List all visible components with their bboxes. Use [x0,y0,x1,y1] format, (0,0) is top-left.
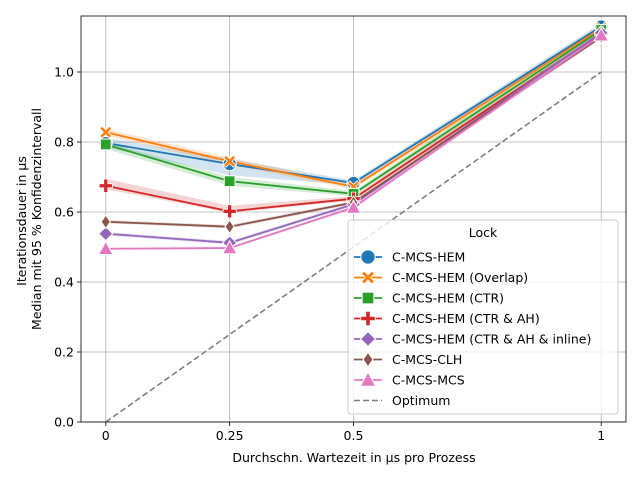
legend-marker [359,371,377,387]
legend-label: C-MCS-MCS [392,373,465,388]
legend-item-c-mcs-mcs: C-MCS-MCS [354,371,465,388]
series-markers [97,19,610,256]
y-tick-label: 0.6 [54,205,74,220]
y-axis-label-line-1: Iterationsdauer in µs [14,156,29,286]
data-point-c-mcs-hem-ctr-ah [222,204,237,219]
legend-item-c-mcs-clh: C-MCS-CLH [354,351,462,368]
legend-label: C-MCS-HEM (Overlap) [392,270,528,285]
legend-label: C-MCS-HEM [392,250,465,265]
legend-label: C-MCS-HEM (CTR) [392,291,504,306]
data-point-c-mcs-hem-ctr [99,138,112,151]
x-axis-label: Durchschn. Wartezeit in µs pro Prozess [232,450,475,465]
data-point-c-mcs-clh [100,214,111,230]
legend-marker [359,330,377,348]
x-tick-label: 1 [597,428,605,443]
data-point-c-mcs-hem-overlap [223,154,237,168]
legend-marker [362,351,374,368]
y-tick-label: 0.0 [54,415,74,430]
legend-marker [360,249,376,265]
x-tick-label: 0.5 [344,428,364,443]
legend-item-c-mcs-hem-overlap: C-MCS-HEM (Overlap) [354,270,528,285]
series-line-c-mcs-hem-ctr-ah [105,32,602,213]
series-line-c-mcs-hem-overlap [105,27,602,188]
legend-label: C-MCS-HEM (CTR & AH & inline) [392,332,591,347]
legend-marker [361,291,375,305]
legend-item-c-mcs-hem-ctr-ah-inline: C-MCS-HEM (CTR & AH & inline) [354,330,591,348]
data-point-c-mcs-clh [224,219,235,235]
y-axis-label: Iterationsdauer in µs Median mit 95 % Ko… [14,108,44,330]
legend-item-c-mcs-hem-ctr-ah: C-MCS-HEM (CTR & AH) [354,310,540,327]
y-tick-label: 0.8 [54,135,74,150]
y-tick-label: 0.2 [54,345,74,360]
data-point-c-mcs-mcs [345,199,362,214]
legend-label: C-MCS-CLH [392,352,462,367]
legend-items: C-MCS-HEM C-MCS-HEM (Overlap) C-MCS-HEM (C… [354,249,591,408]
data-point-c-mcs-mcs [221,239,238,255]
y-tick-label: 0.4 [54,275,74,290]
series-line-c-mcs-mcs [105,34,602,250]
legend-marker [360,310,376,327]
series-lines [105,25,602,423]
legend-marker [360,270,376,285]
data-point-c-mcs-hem-ctr-ah [98,178,113,193]
x-tick-label: 0 [102,428,110,443]
ci-band-c-mcs-hem-ctr-ah [105,30,602,213]
legend-label: Optimum [392,393,450,408]
axis-ticks: 0 0.25 0.5 1 0.0 0.2 0.4 0.6 0.8 1.0 [54,65,605,444]
series-line-c-mcs-hem-ctr-ah-inline [105,32,602,244]
series-line-optimum [105,71,602,423]
legend-box [347,219,619,415]
data-point-c-mcs-mcs [593,27,610,42]
x-tick-label: 0.25 [216,428,244,443]
legend-item-c-mcs-hem-ctr: C-MCS-HEM (CTR) [354,291,504,306]
y-axis-label-line-2: Median mit 95 % Konfidenzintervall [29,108,44,330]
series-line-c-mcs-hem-ctr [105,29,602,195]
series-line-c-mcs-clh [105,36,602,228]
legend-label: C-MCS-HEM (CTR & AH) [392,311,540,326]
data-point-c-mcs-hem-overlap [99,125,113,139]
data-point-c-mcs-mcs [97,240,114,256]
legend-item-c-mcs-hem: C-MCS-HEM [354,249,465,265]
legend-item-optimum: Optimum [354,393,450,408]
y-tick-label: 1.0 [54,65,74,80]
data-point-c-mcs-hem-ctr [223,175,236,188]
legend-title: Lock [469,225,498,240]
